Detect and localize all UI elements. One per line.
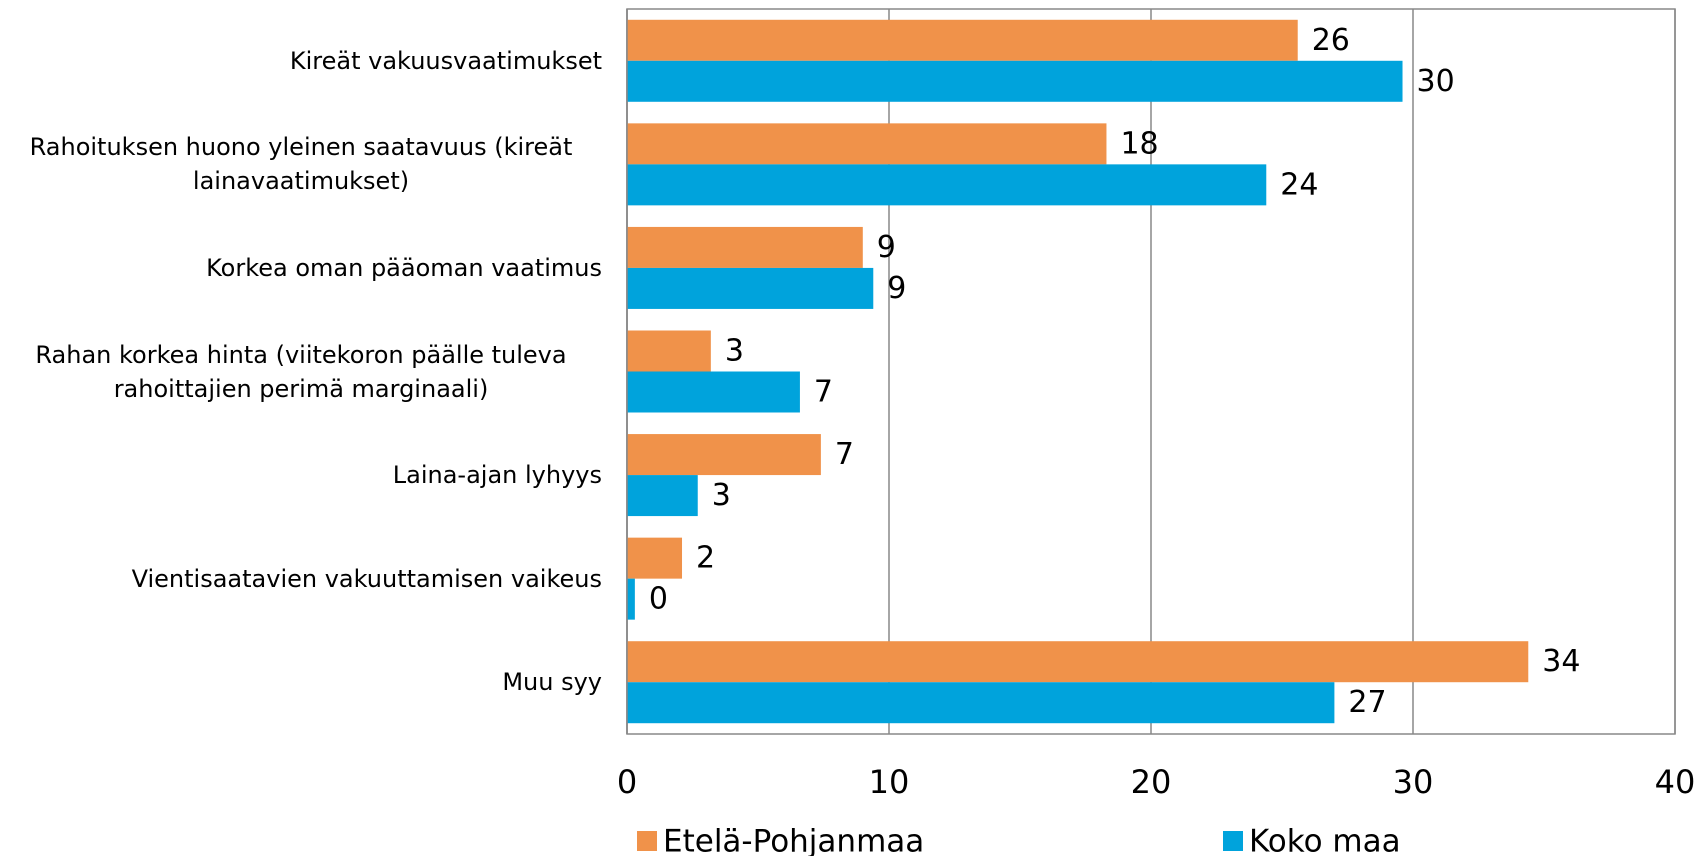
value-label: 18 bbox=[1120, 126, 1158, 161]
category-text: Rahoituksen huono yleinen saatavuus (kir… bbox=[29, 133, 573, 196]
x-tick-label: 40 bbox=[1655, 763, 1696, 801]
bar bbox=[627, 537, 683, 579]
category-label: Kireät vakuusvaatimukset bbox=[0, 11, 602, 111]
category-label: Muu syy bbox=[0, 632, 602, 732]
category-label: Vientisaatavien vakuuttamisen vaikeus bbox=[0, 529, 602, 629]
value-label: 2 bbox=[696, 541, 715, 576]
category-label: Rahan korkea hinta (viitekoron päälle tu… bbox=[0, 322, 602, 422]
value-label: 7 bbox=[835, 437, 854, 472]
value-label: 9 bbox=[877, 230, 896, 265]
value-label: 9 bbox=[887, 271, 906, 306]
x-tick-label: 30 bbox=[1393, 763, 1434, 801]
bar bbox=[627, 682, 1335, 724]
value-label: 3 bbox=[725, 334, 744, 369]
bar bbox=[627, 475, 698, 517]
value-label: 26 bbox=[1312, 23, 1350, 58]
category-text: Rahan korkea hinta (viitekoron päälle tu… bbox=[35, 340, 567, 403]
bar bbox=[627, 434, 821, 476]
value-label: 0 bbox=[649, 582, 668, 617]
legend-label: Etelä-Pohjanmaa bbox=[663, 824, 924, 856]
bar bbox=[627, 641, 1529, 683]
legend-swatch bbox=[637, 831, 657, 851]
bar bbox=[627, 371, 800, 413]
value-label: 34 bbox=[1542, 644, 1580, 679]
value-label: 27 bbox=[1348, 685, 1386, 720]
legend-swatch bbox=[1223, 831, 1243, 851]
x-tick-label: 20 bbox=[1131, 763, 1172, 801]
x-tick-label: 10 bbox=[869, 763, 910, 801]
bar bbox=[627, 267, 874, 309]
category-text: Laina-ajan lyhyys bbox=[392, 461, 602, 490]
bar bbox=[627, 330, 711, 372]
category-label: Rahoituksen huono yleinen saatavuus (kir… bbox=[0, 114, 602, 214]
category-label: Korkea oman pääoman vaatimus bbox=[0, 218, 602, 318]
value-label: 3 bbox=[712, 478, 731, 513]
bar bbox=[627, 226, 863, 268]
category-text: Korkea oman pääoman vaatimus bbox=[206, 253, 602, 282]
bar bbox=[627, 164, 1267, 206]
x-tick-label: 0 bbox=[617, 763, 637, 801]
value-label: 24 bbox=[1280, 167, 1318, 202]
bar bbox=[627, 123, 1107, 165]
bar bbox=[627, 19, 1298, 61]
legend-label: Koko maa bbox=[1249, 824, 1401, 856]
bar bbox=[627, 578, 635, 620]
value-label: 7 bbox=[814, 375, 833, 410]
category-text: Vientisaatavien vakuuttamisen vaikeus bbox=[131, 564, 602, 593]
category-text: Kireät vakuusvaatimukset bbox=[289, 46, 602, 75]
category-text: Muu syy bbox=[502, 668, 602, 697]
value-label: 30 bbox=[1417, 64, 1455, 99]
bar bbox=[627, 60, 1403, 102]
category-label: Laina-ajan lyhyys bbox=[0, 425, 602, 525]
